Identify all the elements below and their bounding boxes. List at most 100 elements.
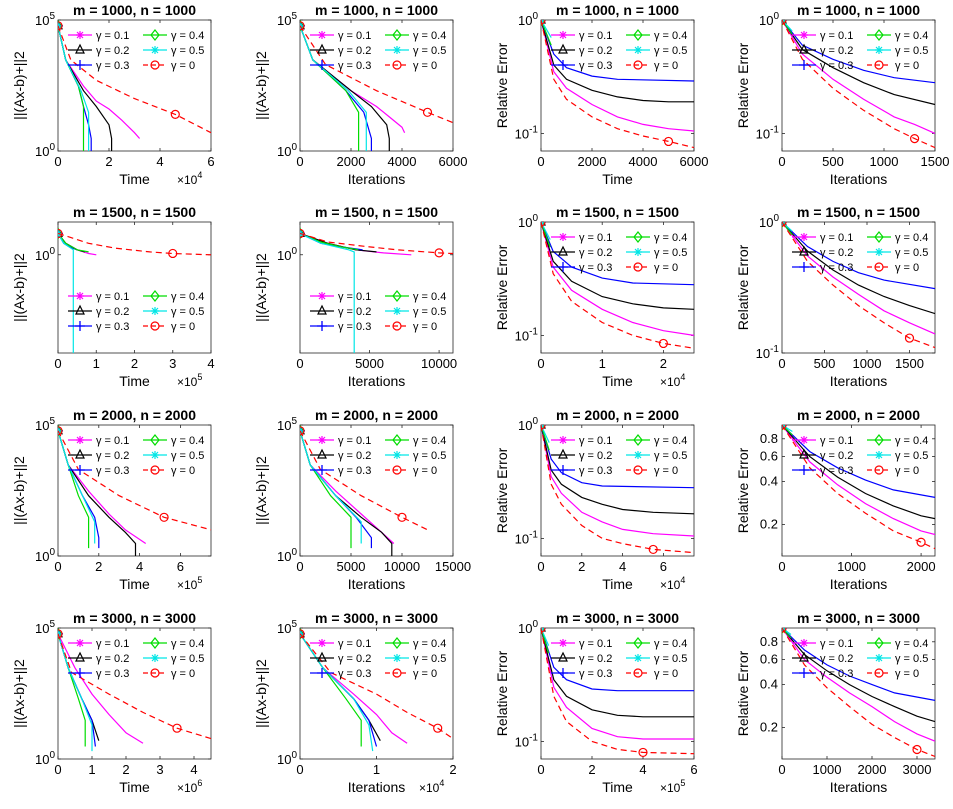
series-line [782, 222, 935, 290]
chart-title: m = 1500, n = 1500 [315, 204, 438, 220]
legend-entry: γ = 0.2 [792, 245, 853, 259]
legend-marker [76, 436, 84, 444]
series-line [541, 628, 694, 740]
data-layer [782, 222, 935, 349]
y-tick-label: 105 [277, 416, 297, 433]
x-tick-label: 4 [639, 762, 646, 777]
legend-label: γ = 0.4 [171, 30, 204, 42]
plot-area [781, 424, 936, 557]
series-marker [168, 248, 178, 259]
y-tick-label: 105 [35, 416, 55, 433]
legend-label: γ = 0.2 [96, 450, 129, 462]
x-tick-label: 2 [660, 356, 667, 371]
legend-entry: γ = 0.5 [143, 45, 204, 57]
y-tick-label: 100 [277, 142, 297, 159]
legend-entry: γ = 0.1 [551, 435, 612, 447]
legend-marker [799, 651, 809, 662]
series-marker [638, 747, 648, 758]
legend-marker [558, 262, 568, 272]
data-layer [541, 425, 694, 555]
y-tick-label: 0.4 [760, 677, 778, 692]
series-line [782, 425, 935, 550]
legend-entry: γ = 0 [143, 60, 195, 72]
legend-entry: γ = 0 [143, 668, 195, 680]
plot-area [299, 19, 454, 152]
legend-label: γ = 0.3 [820, 60, 853, 72]
legend-label: γ = 0.3 [820, 262, 853, 274]
y-tick-label: 10-1 [515, 732, 539, 749]
x-tick-label: 10000 [421, 356, 457, 371]
x-axis-label: Iterations [830, 576, 888, 592]
series-marker [300, 426, 305, 436]
y-tick-label: 0.6 [760, 652, 778, 667]
legend-marker [800, 436, 808, 444]
subplot: 0 1 2 10-1 100 m = 1500, n = 1500 Time ×104 Rela… [494, 204, 695, 389]
legend-marker [634, 248, 642, 256]
legend-marker [559, 639, 567, 647]
legend-entry: γ = 0.2 [310, 43, 371, 57]
legend-label: γ = 0.3 [338, 321, 371, 333]
series-marker [300, 629, 305, 639]
legend-entry: γ = 0.1 [68, 435, 129, 447]
y-tick-label: 10-1 [515, 124, 539, 141]
x-tick-label: 5000 [355, 356, 384, 371]
legend-entry: γ = 0.5 [385, 450, 446, 462]
series-marker [433, 723, 443, 733]
legend-label: γ = 0.1 [579, 638, 612, 650]
x-tick-label: 0 [296, 559, 303, 574]
legend-marker [800, 639, 808, 647]
x-tick-label: 0 [537, 154, 544, 169]
y-axis-label: ||(Ax-b)+||2 [253, 51, 269, 120]
legend-entry: γ = 0.5 [385, 653, 446, 665]
legend-marker [393, 654, 401, 662]
series-marker [300, 228, 305, 239]
legend-label: γ = 0.3 [96, 60, 129, 72]
legend-marker [392, 321, 402, 331]
series-marker [648, 544, 658, 555]
x-axis-label: Time [602, 373, 633, 389]
legend-label: γ = 0.5 [413, 45, 446, 57]
legend-marker [151, 451, 159, 459]
legend-marker [151, 307, 159, 315]
series-line [782, 425, 935, 536]
legend-label: γ = 0.4 [413, 435, 446, 447]
x-axis-exponent: ×106 [177, 778, 202, 795]
legend-label: γ = 0.2 [579, 450, 612, 462]
legend-marker [634, 451, 642, 459]
legend-label: γ = 0.1 [820, 30, 853, 42]
y-tick-label: 10-1 [515, 326, 539, 343]
legend-label: γ = 0.3 [96, 465, 129, 477]
legend-marker [317, 60, 327, 70]
x-tick-label: 10000 [384, 559, 420, 574]
legend-label: γ = 0.1 [96, 30, 129, 42]
legend-marker [874, 60, 884, 70]
data-layer [782, 20, 935, 149]
legend-label: γ = 0.3 [338, 465, 371, 477]
y-tick-label: 100 [35, 547, 55, 564]
legend-label: γ = 0.4 [171, 435, 204, 447]
series-line [541, 425, 694, 537]
chart-title: m = 1000, n = 1000 [73, 2, 196, 18]
chart-title: m = 2000, n = 2000 [797, 407, 920, 423]
series-line [58, 232, 211, 256]
legend-entry: γ = 0.5 [385, 45, 446, 57]
y-tick-label: 100 [35, 246, 55, 263]
legend-marker [874, 29, 884, 41]
legend-marker [559, 233, 567, 241]
x-tick-label: 0 [537, 559, 544, 574]
legend-label: γ = 0.2 [96, 45, 129, 57]
x-tick-label: 0 [296, 154, 303, 169]
plot-area [57, 627, 212, 760]
legend-entry: γ = 0.3 [310, 465, 371, 477]
legend-label: γ = 0 [413, 668, 437, 680]
data-layer [541, 628, 694, 758]
legend-label: γ = 0.4 [895, 435, 928, 447]
subplot: 0 2000 4000 6000 100 105 m = 1000, n = 1000 Ite… [253, 2, 467, 187]
chart-title: m = 3000, n = 3000 [315, 610, 438, 626]
legend-marker [393, 307, 401, 315]
legend-marker [75, 668, 85, 678]
legend-entry: γ = 0.1 [68, 30, 129, 42]
legend-entry: γ = 0.2 [551, 245, 612, 259]
series-marker [300, 21, 305, 31]
